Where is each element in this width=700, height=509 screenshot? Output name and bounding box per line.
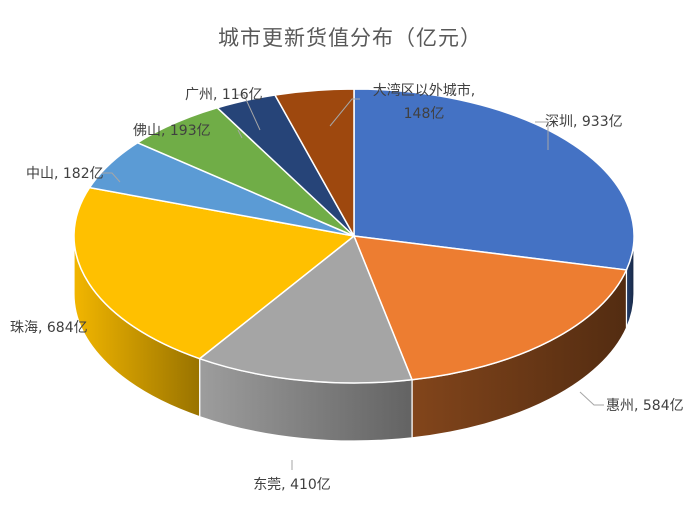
- slice-label-4: 中山, 182亿: [26, 166, 104, 182]
- pie-slice-2: [198, 234, 414, 384]
- leader-line-4: [102, 172, 121, 183]
- leader-line-1: [579, 391, 604, 406]
- pie-slice-0: [353, 88, 635, 271]
- leader-line-0: [535, 121, 549, 150]
- slice-label-7: 大湾区以外城市,: [373, 82, 475, 99]
- slice-label-7-line2: 148亿: [404, 106, 445, 122]
- slice-label-3: 珠海, 684亿: [10, 320, 88, 336]
- slice-label-6: 广州, 116亿: [185, 87, 263, 103]
- slice-label-1: 惠州, 584亿: [606, 398, 684, 414]
- slice-label-0: 深圳, 933亿: [545, 114, 623, 130]
- chart-title: 城市更新货值分布（亿元）: [218, 26, 482, 50]
- slice-label-2: 东莞, 410亿: [253, 477, 331, 493]
- slice-label-5: 佛山, 193亿: [133, 123, 211, 139]
- pie-slice-7: [273, 88, 355, 239]
- leader-line-6: [236, 94, 261, 131]
- leader-line-5: [237, 129, 243, 139]
- leader-line-7: [329, 98, 360, 127]
- pie-slice-1: [352, 235, 628, 381]
- pie-slice-3: [73, 186, 356, 360]
